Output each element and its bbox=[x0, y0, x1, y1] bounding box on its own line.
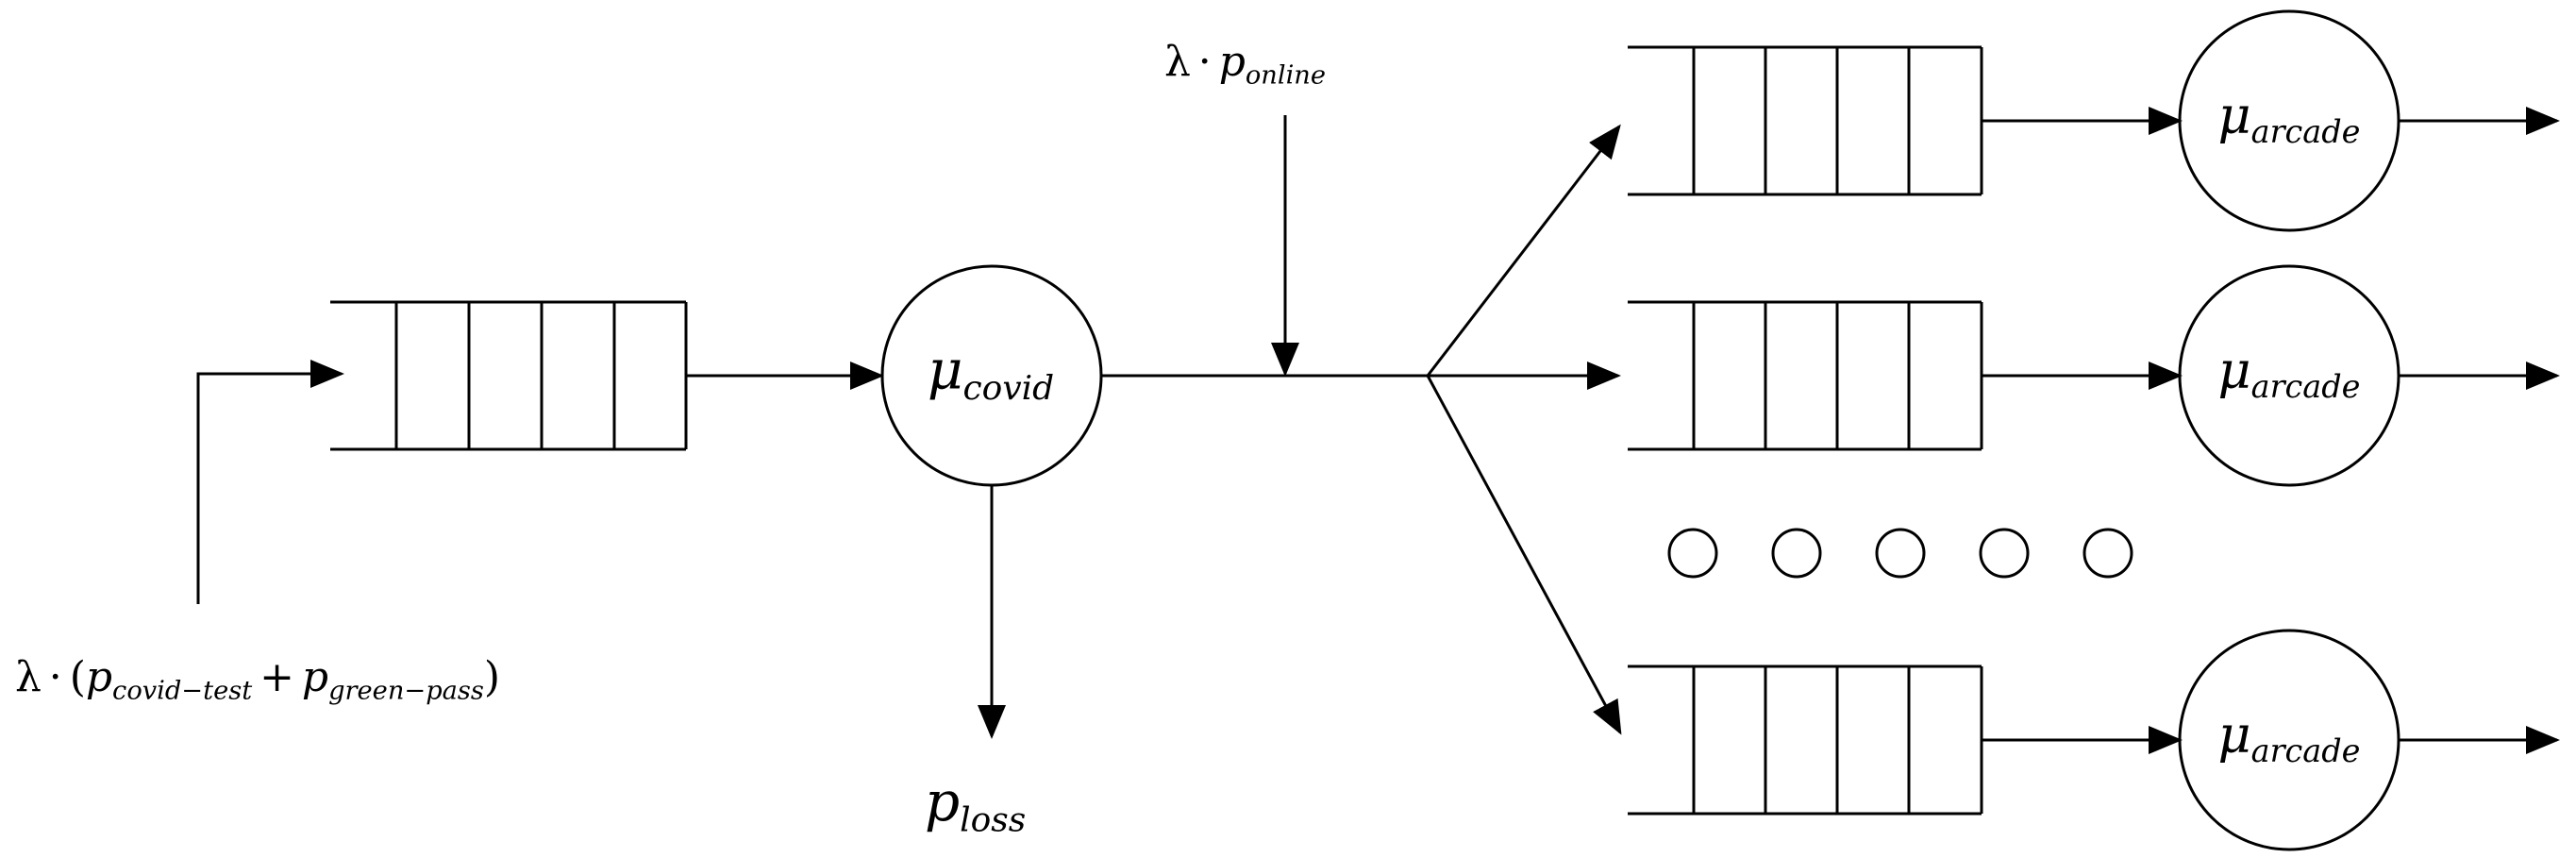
dot-operator: · bbox=[1197, 38, 1212, 86]
mu-symbol: μ bbox=[2217, 340, 2251, 400]
covid-test-prob: p bbox=[85, 653, 113, 701]
mu-symbol: μ bbox=[927, 337, 963, 402]
arcade-queue-2 bbox=[1628, 300, 1983, 451]
arcade-sub: arcade bbox=[2250, 368, 2361, 406]
loss-sub: loss bbox=[960, 800, 1027, 840]
loss-label: ploss bbox=[925, 774, 1026, 837]
covid-sub: covid bbox=[962, 368, 1055, 408]
arcade-server-label-1: μarcade bbox=[2218, 90, 2361, 147]
dot-operator: · bbox=[48, 653, 62, 701]
branch-arrow-3 bbox=[1426, 375, 1622, 735]
online-sub: online bbox=[1245, 60, 1326, 91]
covid-queue bbox=[330, 300, 688, 451]
lambda-symbol: λ bbox=[15, 653, 42, 701]
arcade-sub: arcade bbox=[2250, 113, 2361, 151]
mu-symbol: μ bbox=[2217, 85, 2251, 145]
mu-symbol: μ bbox=[2217, 704, 2251, 765]
online-rate-label: λ · ponline bbox=[1164, 42, 1326, 89]
ellipsis-circle bbox=[1979, 528, 2030, 579]
arcade-server-label-3: μarcade bbox=[2218, 709, 2361, 766]
branch-arrow-1 bbox=[1426, 124, 1621, 377]
ellipsis-circle bbox=[2083, 528, 2133, 579]
ellipsis-circle bbox=[1667, 528, 1718, 579]
covid-test-sub: covid−test bbox=[112, 676, 253, 706]
green-pass-sub: green−pass bbox=[328, 676, 484, 706]
covid-server-label: μcovid bbox=[928, 342, 1054, 405]
lambda-symbol: λ bbox=[1164, 38, 1191, 86]
green-pass-prob: p bbox=[301, 653, 329, 701]
loss-prob: p bbox=[925, 769, 961, 833]
ellipsis-circle bbox=[1875, 528, 1926, 579]
open-paren: ( bbox=[69, 653, 86, 701]
arcade-queue-1 bbox=[1628, 45, 1983, 196]
arcade-queue-3 bbox=[1628, 665, 1983, 816]
arrival-rate-label: λ · (pcovid−test + pgreen−pass) bbox=[15, 657, 500, 704]
ellipsis-circle bbox=[1771, 528, 1822, 579]
online-prob: p bbox=[1218, 38, 1246, 86]
ellipsis-circles bbox=[1667, 528, 2133, 579]
plus-operator: + bbox=[259, 653, 294, 701]
arrival-arrow bbox=[196, 360, 344, 604]
arcade-sub: arcade bbox=[2250, 732, 2361, 770]
close-paren: ) bbox=[483, 653, 501, 701]
arcade-server-label-2: μarcade bbox=[2218, 345, 2361, 402]
